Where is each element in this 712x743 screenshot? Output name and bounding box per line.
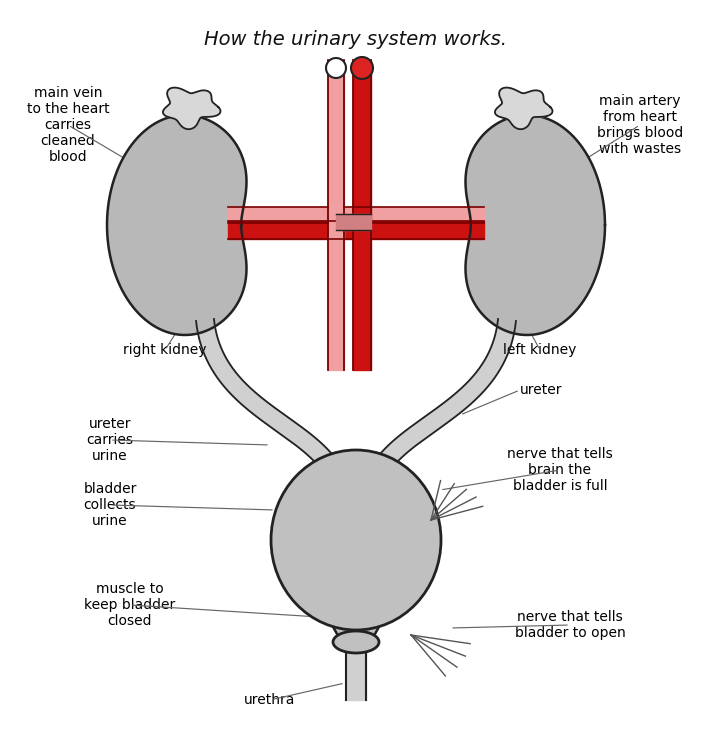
Text: right kidney: right kidney [123, 343, 206, 357]
Polygon shape [328, 60, 344, 370]
Circle shape [326, 58, 346, 78]
Polygon shape [296, 465, 416, 490]
Polygon shape [495, 88, 553, 129]
Polygon shape [371, 221, 484, 239]
Text: How the urinary system works.: How the urinary system works. [204, 30, 508, 49]
Text: main vein
to the heart
carries
cleaned
blood: main vein to the heart carries cleaned b… [26, 85, 110, 164]
Circle shape [351, 57, 373, 79]
Text: bladder
collects
urine: bladder collects urine [83, 481, 137, 528]
Polygon shape [362, 319, 516, 492]
Ellipse shape [333, 631, 379, 653]
Text: ureter: ureter [520, 383, 562, 397]
Polygon shape [344, 207, 484, 223]
Polygon shape [346, 648, 366, 700]
Text: nerve that tells
brain the
bladder is full: nerve that tells brain the bladder is fu… [507, 447, 613, 493]
Polygon shape [318, 600, 394, 650]
Text: ureter
carries
urine: ureter carries urine [86, 417, 134, 463]
Text: urethra: urethra [244, 693, 295, 707]
Polygon shape [336, 214, 371, 230]
Text: main artery
from heart
brings blood
with wastes: main artery from heart brings blood with… [597, 94, 683, 156]
Polygon shape [228, 207, 328, 223]
Text: muscle to
keep bladder
closed: muscle to keep bladder closed [85, 582, 176, 628]
Polygon shape [228, 221, 353, 239]
Polygon shape [466, 115, 605, 335]
Ellipse shape [271, 450, 441, 630]
Polygon shape [353, 60, 371, 370]
Text: left kidney: left kidney [503, 343, 577, 357]
Polygon shape [196, 319, 350, 492]
Polygon shape [107, 115, 246, 335]
Polygon shape [163, 88, 221, 129]
Text: nerve that tells
bladder to open: nerve that tells bladder to open [515, 610, 625, 640]
